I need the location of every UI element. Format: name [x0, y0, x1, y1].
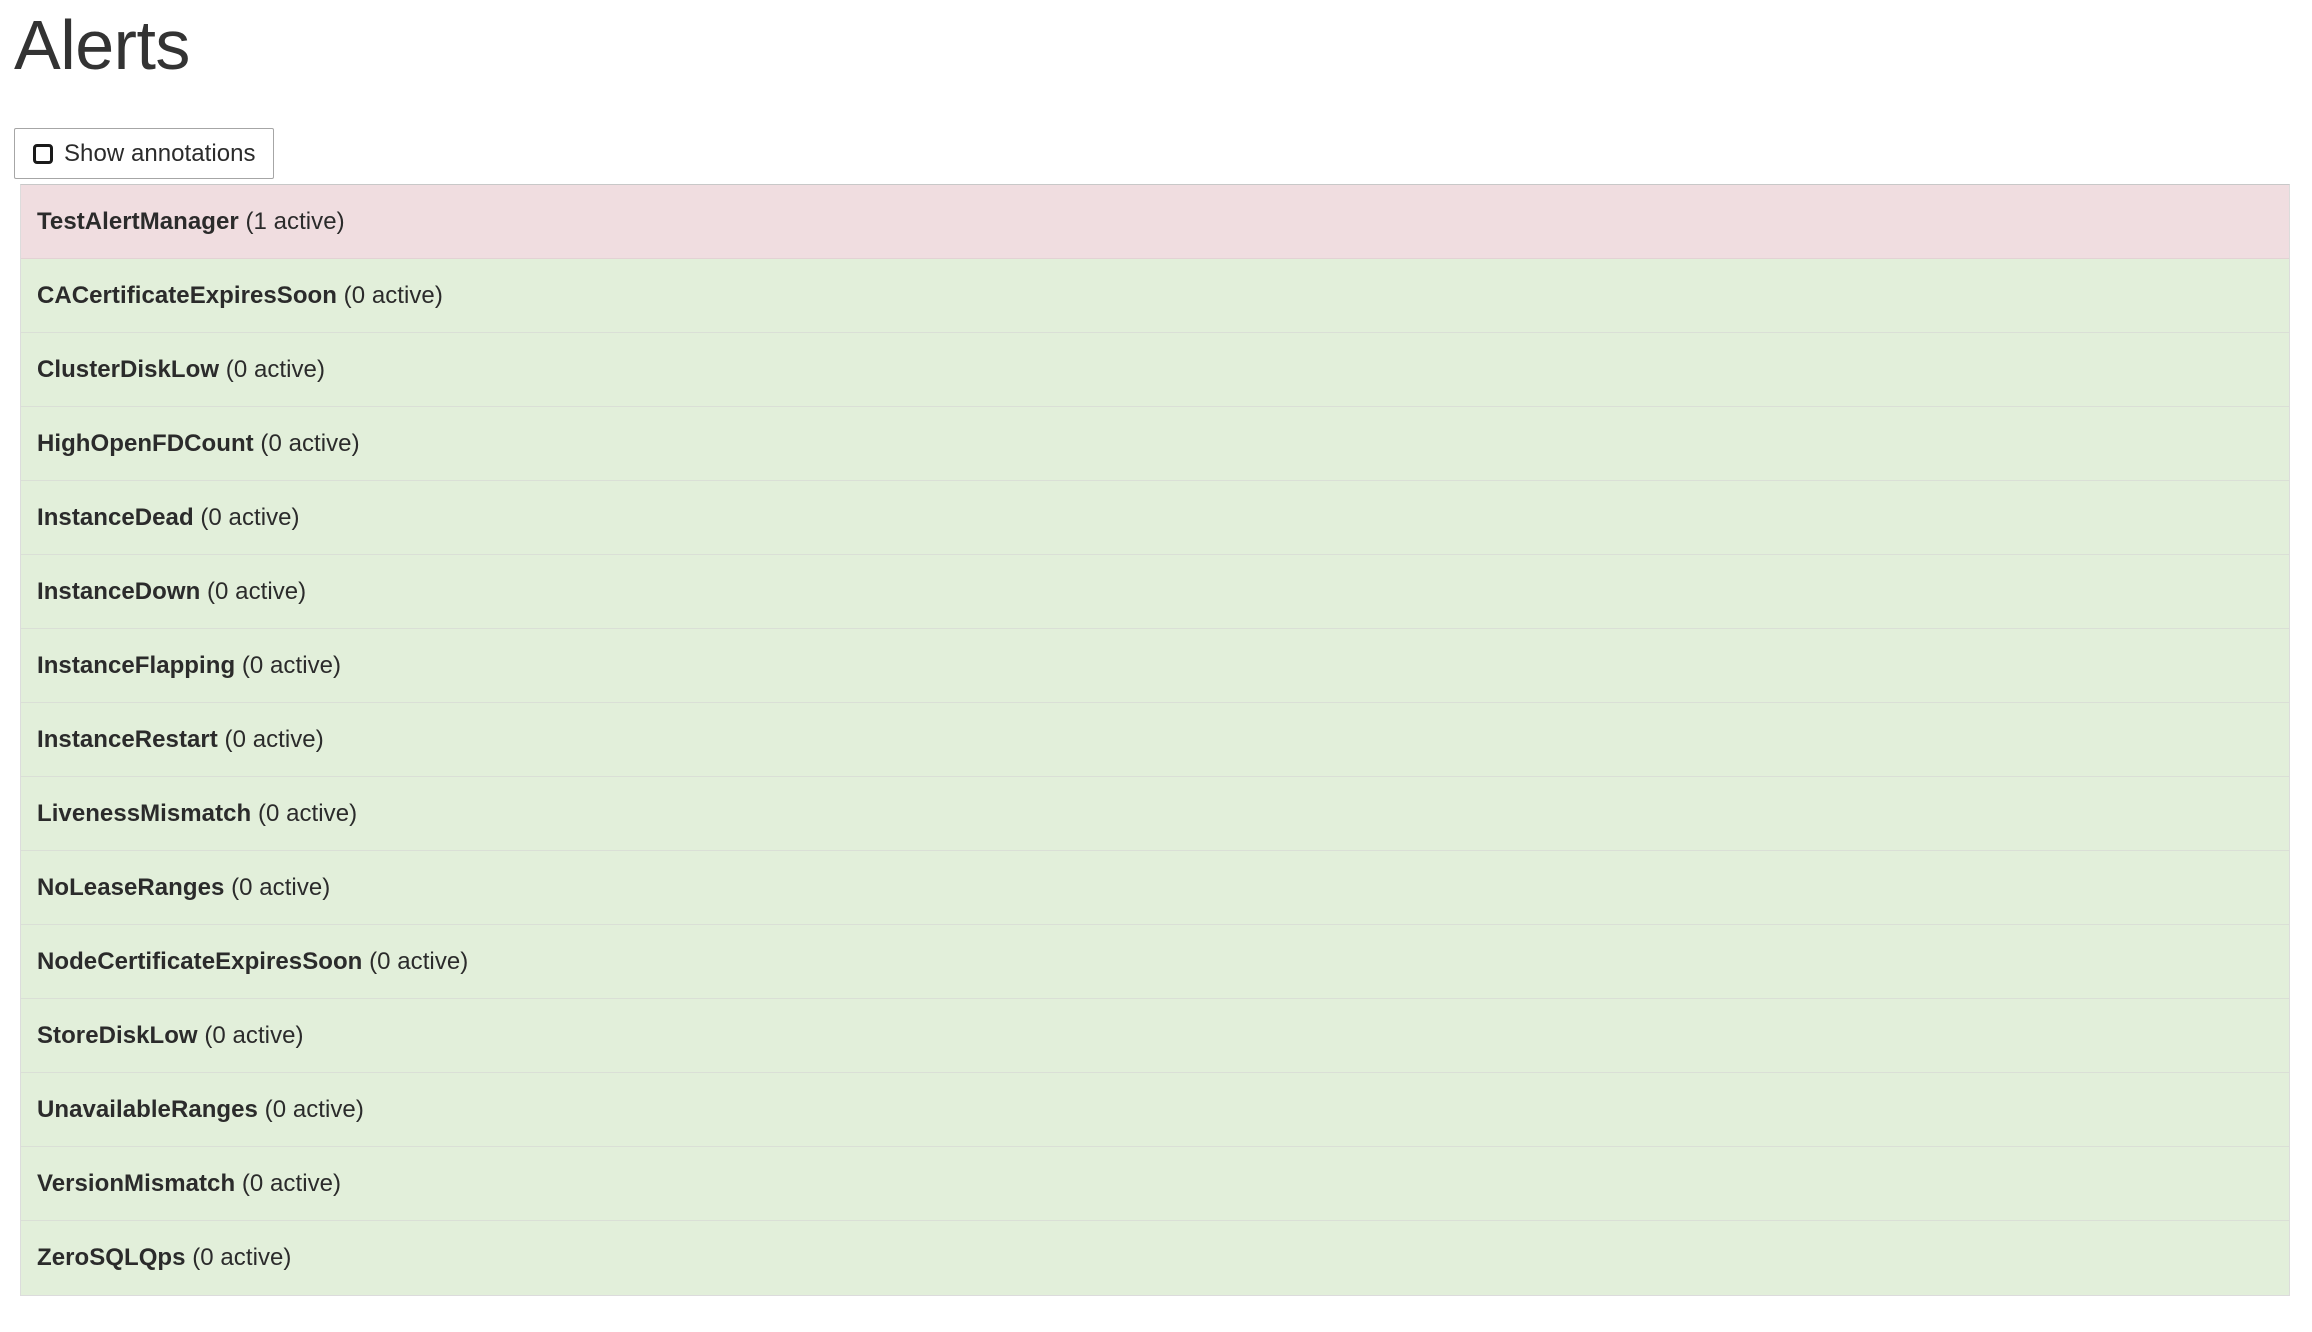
alert-row-text: NoLeaseRanges (0 active) [37, 873, 331, 901]
alert-active-count: (0 active) [224, 725, 324, 753]
alert-row-text: InstanceDead (0 active) [37, 503, 300, 531]
alert-row-text: ZeroSQLQps (0 active) [37, 1246, 291, 1270]
alert-row[interactable]: InstanceRestart (0 active) [21, 703, 2289, 777]
page-title: Alerts [14, 6, 190, 84]
alert-name: StoreDiskLow [37, 1021, 198, 1049]
alert-row-text: ClusterDiskLow (0 active) [37, 355, 325, 383]
alert-active-count: (0 active) [257, 799, 358, 827]
alert-name: UnavailableRanges [37, 1095, 258, 1123]
alert-name: NoLeaseRanges [37, 873, 225, 901]
alert-row[interactable]: UnavailableRanges (0 active) [21, 1073, 2289, 1147]
alert-active-count: (0 active) [200, 503, 300, 531]
alert-row[interactable]: StoreDiskLow (0 active) [21, 999, 2289, 1073]
alert-active-count: (0 active) [369, 947, 469, 975]
alert-row[interactable]: CACertificateExpiresSoon (0 active) [21, 259, 2289, 333]
alert-name: ClusterDiskLow [37, 355, 220, 383]
alert-row-text: StoreDiskLow (0 active) [37, 1021, 304, 1049]
alert-name: TestAlertManager [37, 207, 239, 235]
alert-row-text: HighOpenFDCount (0 active) [37, 429, 360, 457]
alert-name: VersionMismatch [37, 1169, 236, 1197]
alert-row-text: InstanceDown (0 active) [37, 577, 307, 605]
alert-row[interactable]: LivenessMismatch (0 active) [21, 777, 2289, 851]
alert-row[interactable]: VersionMismatch (0 active) [21, 1147, 2289, 1221]
alert-name: NodeCertificateExpiresSoon [37, 947, 363, 975]
alert-active-count: (0 active) [192, 1244, 292, 1271]
alert-row-text: LivenessMismatch (0 active) [37, 799, 358, 827]
alert-row[interactable]: InstanceFlapping (0 active) [21, 629, 2289, 703]
toolbar: Show annotations [14, 128, 274, 179]
alert-active-count: (1 active) [245, 207, 345, 235]
alert-row[interactable]: TestAlertManager (1 active) [21, 185, 2289, 259]
alert-row-text: UnavailableRanges (0 active) [37, 1095, 364, 1123]
alert-row-text: InstanceFlapping (0 active) [37, 651, 342, 679]
alert-row[interactable]: NoLeaseRanges (0 active) [21, 851, 2289, 925]
alert-name: CACertificateExpiresSoon [37, 281, 337, 309]
alert-active-count: (0 active) [225, 355, 325, 383]
alert-active-count: (0 active) [241, 651, 342, 679]
alert-list: TestAlertManager (1 active) CACertificate… [20, 184, 2290, 1296]
alert-row[interactable]: InstanceDown (0 active) [21, 555, 2289, 629]
alert-row[interactable]: NodeCertificateExpiresSoon (0 active) [21, 925, 2289, 999]
alert-active-count: (0 active) [204, 1021, 304, 1049]
alert-active-count: (0 active) [231, 873, 331, 901]
alert-name: HighOpenFDCount [37, 429, 254, 457]
show-annotations-toggle[interactable]: Show annotations [14, 128, 274, 179]
alert-row[interactable]: ClusterDiskLow (0 active) [21, 333, 2289, 407]
alert-active-count: (0 active) [260, 429, 360, 457]
alert-name: InstanceFlapping [37, 651, 236, 679]
alert-active-count: (0 active) [241, 1169, 342, 1197]
alert-name: LivenessMismatch [37, 799, 252, 827]
alert-active-count: (0 active) [264, 1095, 364, 1123]
show-annotations-label: Show annotations [64, 139, 256, 167]
alert-name: InstanceDead [37, 503, 194, 531]
alert-row[interactable]: InstanceDead (0 active) [21, 481, 2289, 555]
alert-row-text: InstanceRestart (0 active) [37, 725, 324, 753]
alert-row-text: VersionMismatch (0 active) [37, 1169, 342, 1197]
alert-row-text: NodeCertificateExpiresSoon (0 active) [37, 947, 469, 975]
checkbox-empty-icon[interactable] [33, 143, 53, 164]
alert-name: InstanceDown [37, 577, 201, 605]
alert-row[interactable]: ZeroSQLQps (0 active) [21, 1221, 2289, 1295]
alert-name: InstanceRestart [37, 725, 218, 753]
alert-name: ZeroSQLQps [37, 1244, 186, 1271]
alert-active-count: (0 active) [207, 577, 307, 605]
alert-row-text: TestAlertManager (1 active) [37, 207, 345, 235]
alert-row-text: CACertificateExpiresSoon (0 active) [37, 281, 443, 309]
alert-row[interactable]: HighOpenFDCount (0 active) [21, 407, 2289, 481]
alert-active-count: (0 active) [343, 281, 443, 309]
